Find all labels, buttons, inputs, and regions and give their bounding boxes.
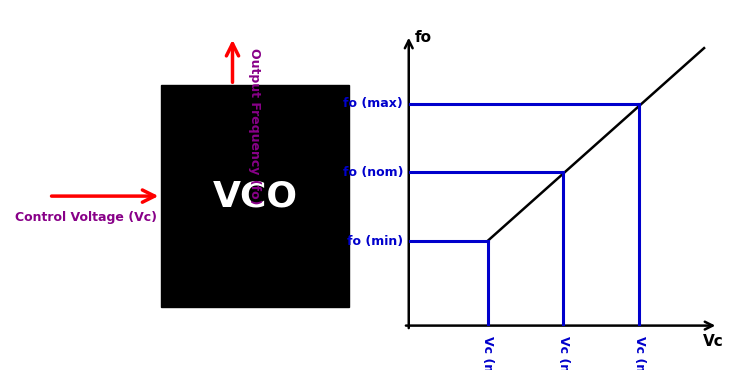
Text: fo: fo <box>415 30 431 45</box>
Text: fo (min): fo (min) <box>347 235 404 248</box>
Text: Vc (nom): Vc (nom) <box>557 336 570 370</box>
Text: VCO: VCO <box>212 179 298 213</box>
Text: fo (nom): fo (nom) <box>343 166 404 179</box>
Text: Vc (max): Vc (max) <box>633 336 646 370</box>
Text: Control Voltage (Vc): Control Voltage (Vc) <box>15 211 157 224</box>
Text: fo (max): fo (max) <box>344 97 404 110</box>
Text: Vc (min): Vc (min) <box>481 336 494 370</box>
Text: Output Frequency (fo): Output Frequency (fo) <box>248 48 262 205</box>
Bar <box>161 85 349 307</box>
Text: Vc: Vc <box>703 333 724 349</box>
